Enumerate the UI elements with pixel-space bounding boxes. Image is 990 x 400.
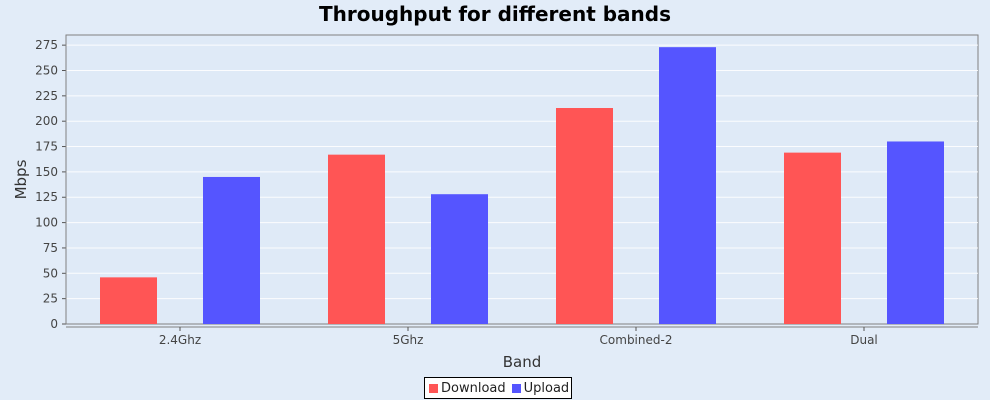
- x-tick-label: 2.4Ghz: [159, 333, 201, 347]
- x-tick-label: 5Ghz: [393, 333, 424, 347]
- bar-upload-dual: [887, 141, 944, 324]
- bar-download-5ghz: [328, 154, 385, 324]
- legend-label-download: Download: [441, 380, 506, 396]
- y-tick-label: 150: [35, 165, 58, 179]
- x-axis-title: Band: [503, 353, 542, 371]
- y-tick-label: 250: [35, 63, 58, 77]
- y-tick-label: 275: [35, 38, 58, 52]
- legend-item-upload: Upload: [510, 380, 570, 396]
- bar-download-combined-2: [556, 108, 613, 324]
- y-tick-label: 75: [43, 241, 58, 255]
- y-tick-label: 225: [35, 89, 58, 103]
- y-tick-label: 100: [35, 216, 58, 230]
- legend-label-upload: Upload: [523, 380, 570, 396]
- bar-download-dual: [784, 152, 841, 324]
- plot-area: [65, 34, 979, 325]
- y-tick-label: 25: [43, 292, 58, 306]
- y-axis-title: Mbps: [12, 159, 30, 199]
- legend-swatch-download: [429, 383, 438, 393]
- x-tick-label: Dual: [850, 333, 878, 347]
- plot-area-group: 0 25 50 75 100 125 150 175 200 225 250 275 2.4Ghz 5Gh…: [35, 34, 979, 347]
- legend-item-download: Download: [427, 381, 506, 396]
- bar-download-2-4ghz: [100, 277, 157, 324]
- chart-legend: Download Upload: [424, 377, 573, 399]
- y-tick-label: 50: [43, 266, 58, 280]
- bar-upload-combined-2: [659, 47, 716, 324]
- bar-upload-5ghz: [431, 194, 488, 324]
- y-tick-label: 175: [35, 140, 58, 154]
- y-tick-label: 200: [35, 114, 58, 128]
- bar-upload-2-4ghz: [203, 176, 260, 324]
- legend-swatch-upload: [511, 383, 521, 393]
- y-tick-label: 0: [50, 317, 58, 331]
- y-tick-label: 125: [35, 190, 58, 204]
- x-tick-label: Combined-2: [600, 333, 673, 347]
- chart-title: Throughput for different bands: [318, 2, 672, 26]
